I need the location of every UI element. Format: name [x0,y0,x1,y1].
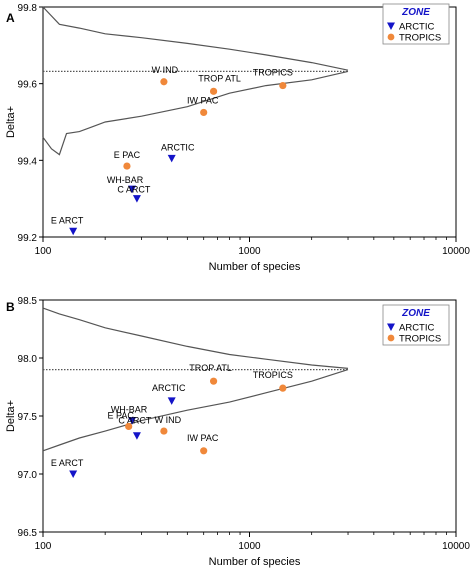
legend-label: ARCTIC [399,323,435,334]
point-tropics [209,377,218,385]
x-axis-label: Number of species [209,556,301,568]
point-label: IW PAC [187,95,219,105]
point-label: E ARCT [51,458,84,468]
point-label: E ARCT [51,215,84,225]
point-arctic [128,185,137,194]
legend-marker-tropics [387,334,395,342]
legend-label: TROPICS [399,334,441,345]
legend-label: ARCTIC [399,22,435,33]
y-axis-label: Delta+ [5,400,17,432]
x-axis-label: Number of species [209,261,301,273]
point-label: ARCTIC [161,142,195,152]
y-tick-label: 99.8 [18,3,38,14]
point-tropics [160,78,168,86]
point-tropics [123,162,131,170]
x-tick-label: 10000 [442,246,470,257]
panel-b: B 96.5 97.0 97.5 98.0 98.5 100 1000 10000 Number … [5,296,470,568]
point-label: TROPICS [253,68,293,78]
point-label: TROPICS [253,370,293,380]
funnel-lower-limit [42,369,349,452]
x-tick-label: 1000 [238,541,261,552]
point-arctic [132,432,141,440]
y-tick-label: 98.5 [18,296,38,307]
point-arctic [128,417,137,425]
y-tick-label: 97.0 [18,470,38,481]
legend-title: ZONE [401,7,430,18]
point-tropics [125,422,133,431]
point-tropics [209,87,218,95]
point-label: C ARCT [117,185,151,195]
point-arctic [69,470,78,478]
point-label: ARCTIC [152,383,186,393]
funnel-lower-limit [42,70,349,156]
point-arctic [167,154,176,163]
point-label: W IND [155,415,182,425]
funnel-upper-limit [42,307,349,369]
x-tick-label: 100 [35,541,52,552]
panel-label: B [6,300,15,314]
x-tick-label: 100 [35,246,52,257]
point-label: WH-BAR [111,405,148,415]
legend-marker-arctic [387,22,395,30]
point-label: E PAC [114,150,141,160]
point-label: W IND [152,65,179,75]
x-tick-label: 1000 [238,246,261,257]
point-tropics [279,81,287,90]
x-tick-label: 10000 [442,541,470,552]
point-tropics [200,447,208,455]
point-label: TROP ATL [189,363,232,373]
point-arctic [69,227,78,236]
point-label: TROP ATL [198,73,241,83]
y-tick-label: 99.4 [18,156,38,167]
legend-title: ZONE [401,308,430,319]
panel-a: A 99.2 99.4 99.6 99.8 100 1000 10000 Number of s… [5,3,470,273]
point-arctic [167,397,176,405]
panel-label: A [6,11,15,25]
point-tropics [160,427,168,435]
point-label: IW PAC [187,433,219,443]
legend-label: TROPICS [399,33,441,44]
y-tick-label: 96.5 [18,528,38,539]
y-tick-label: 99.2 [18,233,38,244]
funnel-upper-limit [42,6,349,71]
point-label: E PAC [108,410,135,420]
legend-marker-tropics [387,33,395,41]
point-tropics [279,384,287,392]
legend-marker-arctic [387,323,395,331]
point-tropics [200,108,208,117]
y-tick-label: 97.5 [18,412,38,423]
y-axis-label: Delta+ [5,106,17,138]
y-tick-label: 99.6 [18,80,38,91]
point-arctic [132,195,141,203]
y-tick-label: 98.0 [18,354,38,365]
point-label: C ARCT [118,416,152,426]
point-label: WH-BAR [107,175,144,185]
